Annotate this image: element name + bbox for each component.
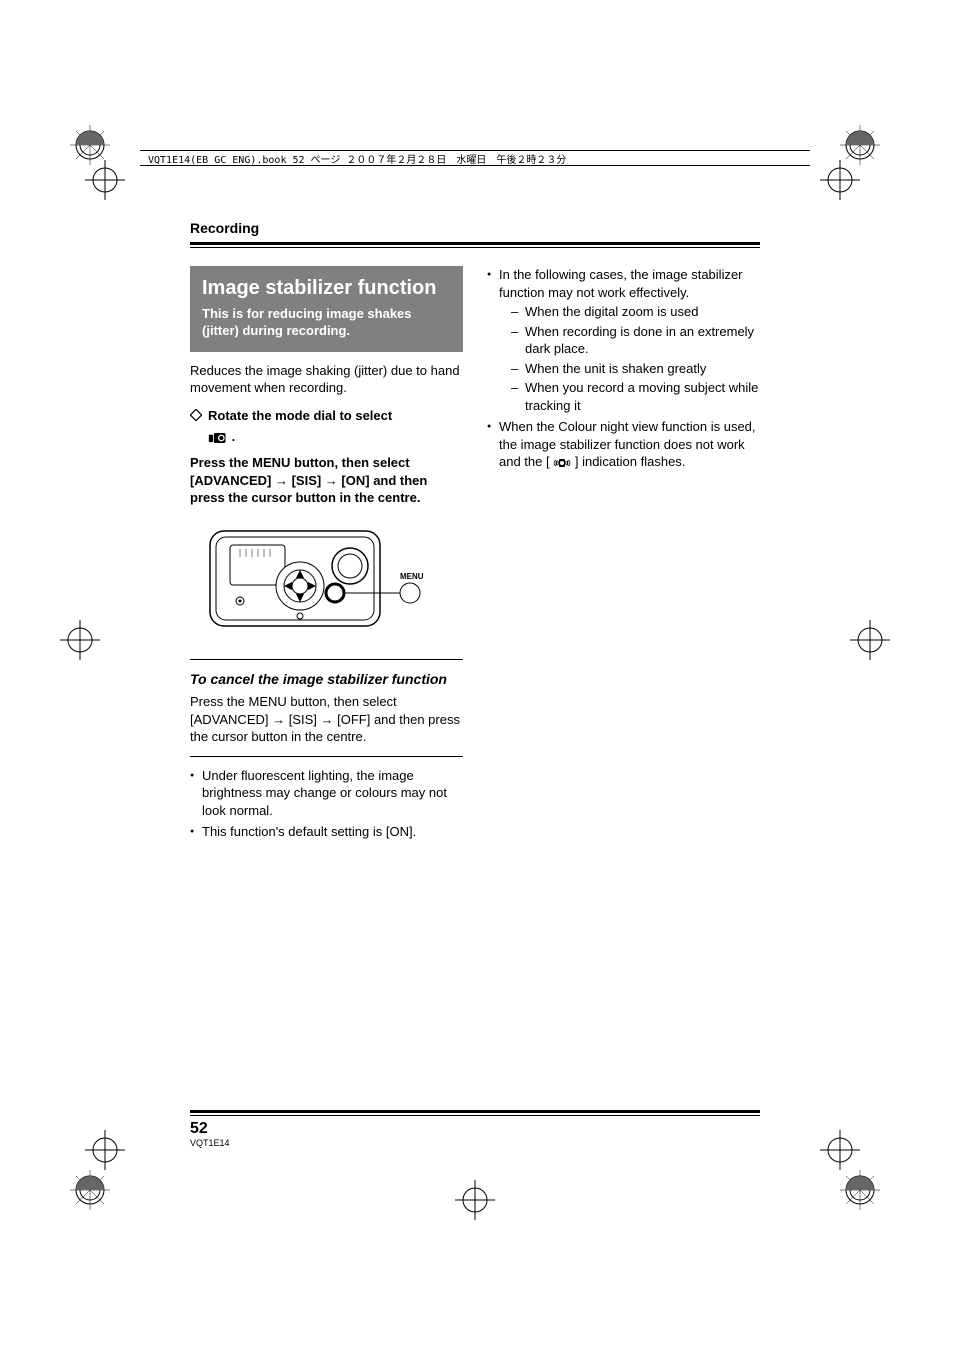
feature-title: Image stabilizer function: [202, 276, 451, 300]
crop-mark-tr: [840, 125, 880, 165]
sis-indicator-icon: [553, 457, 571, 469]
page-content: Recording Image stabilizer function This…: [190, 220, 760, 845]
right-bullet-item: In the following cases, the image stabil…: [487, 266, 760, 414]
left-bullet-item: This function's default setting is [ON].: [190, 823, 463, 841]
title-box: Image stabilizer function This is for re…: [190, 266, 463, 352]
crop-mark-br: [840, 1170, 880, 1210]
left-bullet-list: Under fluorescent lighting, the image br…: [190, 767, 463, 841]
right-bullet2-b: ] indication flashes.: [575, 454, 686, 469]
reg-mark-ml: [60, 620, 100, 660]
left-bullet-item: Under fluorescent lighting, the image br…: [190, 767, 463, 820]
cancel-body: Press the MENU button, then select [ADVA…: [190, 693, 463, 746]
page-footer: 52 VQT1E14: [190, 1110, 760, 1148]
diamond-icon: [190, 409, 202, 421]
divider-2: [190, 756, 463, 757]
feature-subtitle: This is for reducing image shakes (jitte…: [202, 306, 451, 340]
page-number: 52: [190, 1120, 760, 1138]
dash-item: When you record a moving subject while t…: [511, 379, 760, 414]
reg-mark-tr: [820, 160, 860, 200]
reg-mark-br: [820, 1130, 860, 1170]
menu-instruction: Press the MENU button, then select [ADVA…: [190, 454, 463, 507]
menu-label-text: MENU: [400, 572, 424, 581]
right-bullet-list: In the following cases, the image stabil…: [487, 266, 760, 471]
video-mode-icon: [208, 431, 228, 445]
print-header-line: VQT1E14(EB_GC_ENG).book 52 ページ ２００７年２月２８…: [140, 150, 810, 166]
right-column: In the following cases, the image stabil…: [487, 266, 760, 845]
section-heading: Recording: [190, 220, 760, 236]
rotate-instruction: Rotate the mode dial to select: [190, 407, 463, 425]
right-dash-list: When the digital zoom is used When recor…: [511, 303, 760, 414]
dash-item: When the digital zoom is used: [511, 303, 760, 321]
section-rule: [190, 242, 760, 248]
left-column: Image stabilizer function This is for re…: [190, 266, 463, 845]
rotate-suffix: .: [232, 429, 236, 444]
dash-item: When the unit is shaken greatly: [511, 360, 760, 378]
reg-mark-mr: [850, 620, 890, 660]
right-bullet1-text: In the following cases, the image stabil…: [499, 267, 743, 300]
doc-id: VQT1E14: [190, 1138, 760, 1148]
mode-icon-row: .: [190, 428, 463, 446]
print-header-text: VQT1E14(EB_GC_ENG).book 52 ページ ２００７年２月２８…: [148, 151, 566, 166]
cancel-heading: To cancel the image stabilizer function: [190, 670, 463, 689]
crop-mark-tl: [70, 125, 110, 165]
footer-rule: [190, 1110, 760, 1116]
crop-mark-bl: [70, 1170, 110, 1210]
reg-mark-bl: [85, 1130, 125, 1170]
dash-item: When recording is done in an extremely d…: [511, 323, 760, 358]
reg-mark-tl: [85, 160, 125, 200]
rotate-text: Rotate the mode dial to select: [208, 407, 392, 425]
camera-illustration: MENU: [200, 521, 463, 646]
divider-1: [190, 659, 463, 660]
intro-text: Reduces the image shaking (jitter) due t…: [190, 362, 463, 397]
right-bullet-item: When the Colour night view function is u…: [487, 418, 760, 471]
reg-mark-bc: [455, 1180, 495, 1220]
